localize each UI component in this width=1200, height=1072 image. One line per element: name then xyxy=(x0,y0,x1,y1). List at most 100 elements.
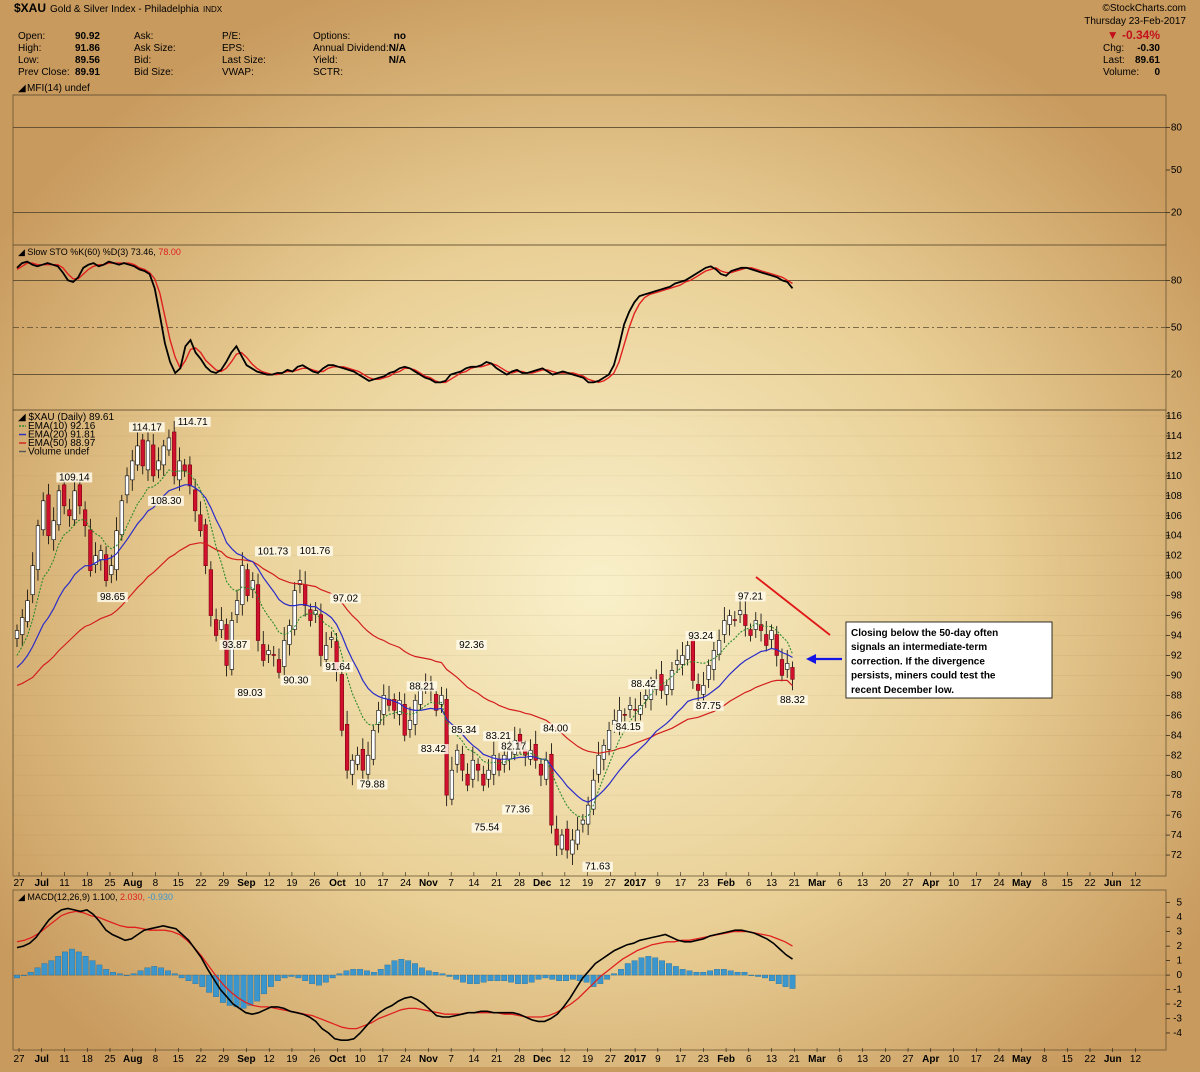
macd-histogram-bar xyxy=(460,974,466,983)
x-tick-label: Aug xyxy=(123,1054,142,1065)
quote-value: 90.92 xyxy=(75,31,100,42)
x-tick-label: 8 xyxy=(1042,1054,1048,1065)
trendline xyxy=(755,576,831,636)
macd-histogram-bar xyxy=(700,972,707,976)
quote-label: Yield: xyxy=(313,55,338,66)
macd-histogram-bar xyxy=(144,967,151,976)
stoch-legend-text: Slow STO %K(60) %D(3) 73.46, xyxy=(27,247,158,257)
y-tick-label: 72 xyxy=(1171,850,1183,861)
macd-histogram-bar xyxy=(192,974,199,984)
price-label-bg xyxy=(297,546,333,557)
quote-value: N/A xyxy=(389,55,406,66)
price-label-bg xyxy=(456,639,487,650)
x-tick-label: 8 xyxy=(1042,878,1048,889)
x-tick-label: 15 xyxy=(1062,878,1074,889)
macd-histogram-bar xyxy=(233,974,240,1008)
quote-label: P/E: xyxy=(222,31,241,42)
macd-histogram-bar xyxy=(727,970,734,976)
macd-histogram-bar xyxy=(748,974,755,976)
title-symbol: $XAU xyxy=(14,1,46,15)
macd-histogram-bar xyxy=(110,972,116,976)
candle-up xyxy=(455,749,460,765)
macd-legend: ◢ MACD(12,26,9) 1.100, 2.030, -0.930 xyxy=(18,892,173,902)
price-label: 108.30 xyxy=(151,496,182,507)
ema50-line xyxy=(16,542,793,754)
x-tick-label: 12 xyxy=(264,878,276,889)
stoch-legend: ◢ Slow STO %K(60) %D(3) 73.46, 78.00 xyxy=(18,247,181,257)
candle-down xyxy=(214,619,219,636)
macd-histogram-bar xyxy=(405,960,412,976)
macd-histogram-bar xyxy=(240,974,247,1009)
price-legend-item: EMA(50) 88.97 xyxy=(28,438,96,449)
y-tick-label: 88 xyxy=(1171,690,1183,701)
candle-down xyxy=(151,444,156,477)
price-label: 88.42 xyxy=(631,679,656,690)
x-tick-label: 2017 xyxy=(624,878,647,889)
quote-value: 89.61 xyxy=(1135,55,1160,66)
x-tick-label: 28 xyxy=(514,1054,526,1065)
candle-up xyxy=(737,610,743,615)
candle-down xyxy=(182,464,187,472)
price-label: 114.17 xyxy=(132,422,162,433)
x-tick-label: 19 xyxy=(286,878,298,889)
y-tick-label: 102 xyxy=(1165,551,1182,562)
macd-histogram-bar xyxy=(350,969,357,976)
x-tick-label: 11 xyxy=(59,1054,70,1065)
candle-up xyxy=(486,769,491,780)
macd-histogram-bar xyxy=(82,956,89,976)
macd-histogram-bar xyxy=(329,974,336,979)
x-tick-label: 7 xyxy=(448,878,454,889)
price-label: 79.88 xyxy=(360,779,385,790)
x-tick-label: 23 xyxy=(698,1054,710,1065)
candle-up xyxy=(418,690,423,705)
macd-histogram-bar xyxy=(631,960,638,976)
price-label-bg xyxy=(483,731,514,742)
price-label: 87.75 xyxy=(696,701,721,712)
macd-histogram-bar xyxy=(515,974,521,984)
x-tick-label: Sep xyxy=(237,878,255,889)
price-label-bg xyxy=(502,804,533,815)
candle-up xyxy=(381,695,386,715)
x-tick-label: 10 xyxy=(355,1054,367,1065)
price-label: 97.21 xyxy=(738,591,763,602)
macd-histogram-bar xyxy=(563,974,569,982)
candle-down xyxy=(764,634,769,646)
stoch-legend-icon: ◢ xyxy=(18,247,27,257)
candle-up xyxy=(250,580,255,590)
price-label-bg xyxy=(685,631,717,642)
macd-histogram-bar xyxy=(384,964,391,976)
x-tick-label: 29 xyxy=(218,878,230,889)
x-tick-label: 27 xyxy=(902,1054,914,1065)
macd-histogram-bar xyxy=(762,974,768,979)
macd-histogram-bar xyxy=(569,974,576,980)
candle-up xyxy=(701,685,706,695)
macd-histogram-bar xyxy=(672,966,679,976)
x-tick-label: 15 xyxy=(173,878,185,889)
macd-histogram-bar xyxy=(501,974,508,982)
candle-up xyxy=(35,525,41,570)
x-tick-label: 6 xyxy=(746,1054,752,1065)
source-label: ©StockCharts.com xyxy=(1102,3,1186,14)
macd-histogram-bar xyxy=(618,969,624,976)
x-tick-label: 13 xyxy=(857,878,869,889)
candle-down xyxy=(622,714,627,716)
x-tick-label: 14 xyxy=(468,1054,480,1065)
candle-down xyxy=(255,584,261,641)
y-tick-label: 20 xyxy=(1171,208,1183,219)
candle-down xyxy=(690,639,696,681)
x-tick-label: 21 xyxy=(491,878,503,889)
macd-histogram-bar xyxy=(130,973,137,976)
x-tick-label: 17 xyxy=(377,1054,389,1065)
x-tick-label: 26 xyxy=(309,1054,321,1065)
macd-histogram-bar xyxy=(199,974,206,987)
x-tick-label: Sep xyxy=(237,1054,255,1065)
stoch-d-line xyxy=(16,262,793,384)
candle-down xyxy=(465,773,470,786)
candle-up xyxy=(56,490,62,526)
x-tick-label: 19 xyxy=(582,1054,594,1065)
macd-histogram-bar xyxy=(254,974,261,1002)
price-label: 97.02 xyxy=(333,593,358,604)
macd-histogram-bar xyxy=(20,974,27,976)
candle-up xyxy=(135,445,140,466)
candle-up xyxy=(397,700,402,715)
